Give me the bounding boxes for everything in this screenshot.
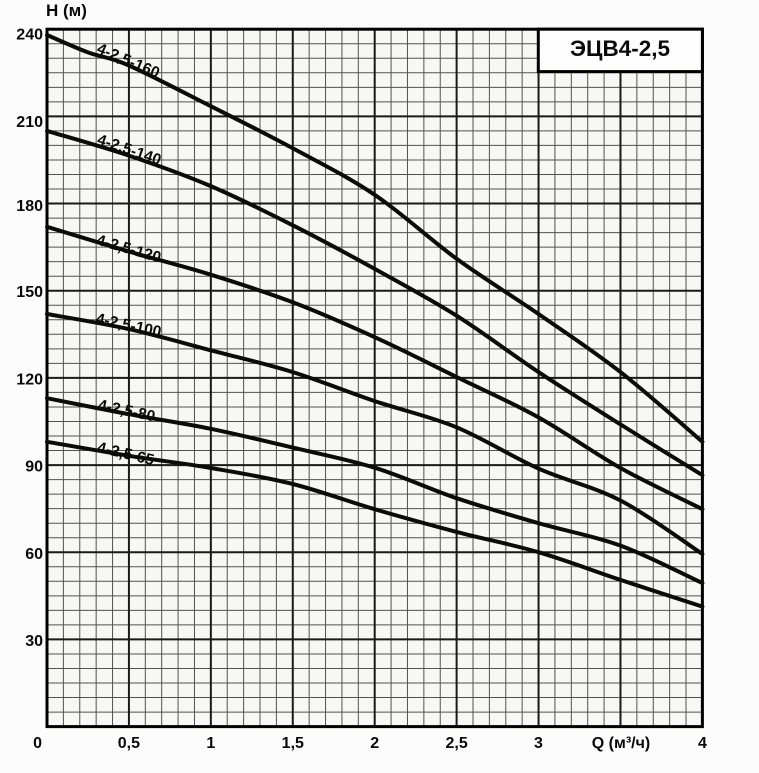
svg-text:150: 150: [16, 284, 43, 301]
svg-text:ЭЦВ4-2,5: ЭЦВ4-2,5: [570, 36, 670, 61]
svg-text:4: 4: [698, 735, 707, 752]
svg-text:2,5: 2,5: [445, 735, 467, 752]
svg-text:0,5: 0,5: [118, 735, 140, 752]
svg-text:3: 3: [534, 735, 543, 752]
svg-text:H (м): H (м): [46, 1, 87, 20]
svg-text:30: 30: [25, 633, 43, 650]
svg-text:240: 240: [16, 27, 43, 44]
svg-text:180: 180: [16, 198, 43, 215]
svg-text:120: 120: [16, 371, 43, 388]
svg-text:1,5: 1,5: [282, 735, 304, 752]
svg-text:2: 2: [370, 735, 379, 752]
svg-text:0: 0: [33, 735, 42, 752]
svg-text:210: 210: [16, 114, 43, 131]
svg-text:60: 60: [25, 546, 43, 563]
svg-text:1: 1: [206, 735, 215, 752]
svg-text:90: 90: [25, 459, 43, 476]
svg-text:Q (м³/ч): Q (м³/ч): [592, 735, 650, 752]
